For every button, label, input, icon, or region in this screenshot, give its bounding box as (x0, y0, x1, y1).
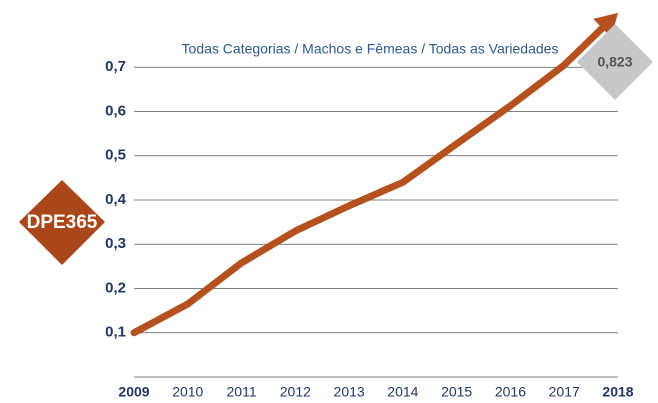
logo: DPE365 (19, 180, 105, 265)
x-tick-label: 2016 (495, 384, 526, 400)
value-label: 0,823 (597, 54, 632, 70)
chart-title: Todas Categorias / Machos e Fêmeas / Tod… (182, 41, 559, 57)
y-tick-label: 0,3 (105, 235, 126, 252)
x-tick-label: 2018 (602, 384, 633, 400)
logo-diamond (19, 180, 105, 265)
x-tick-label: 2010 (172, 384, 203, 400)
x-tick-label: 2012 (280, 384, 311, 400)
logo-text: DPE365 (27, 212, 98, 233)
y-tick-label: 0,1 (105, 324, 126, 341)
y-tick-label: 0,2 (105, 279, 126, 296)
y-tick-label: 0,7 (105, 58, 126, 75)
y-tick-label: 0,4 (105, 191, 127, 208)
x-tick-label: 2011 (227, 384, 257, 400)
y-tick-label: 0,5 (105, 147, 126, 164)
x-tick-label: 2014 (387, 384, 418, 400)
value-label-diamond (577, 24, 653, 100)
y-tick-label: 0,6 (105, 102, 126, 119)
data-line (130, 19, 612, 337)
x-tick-label: 2013 (334, 384, 365, 400)
x-tick-label: 2015 (441, 384, 472, 400)
x-tick-label: 2017 (549, 384, 580, 400)
x-tick-label: 2009 (118, 384, 149, 400)
